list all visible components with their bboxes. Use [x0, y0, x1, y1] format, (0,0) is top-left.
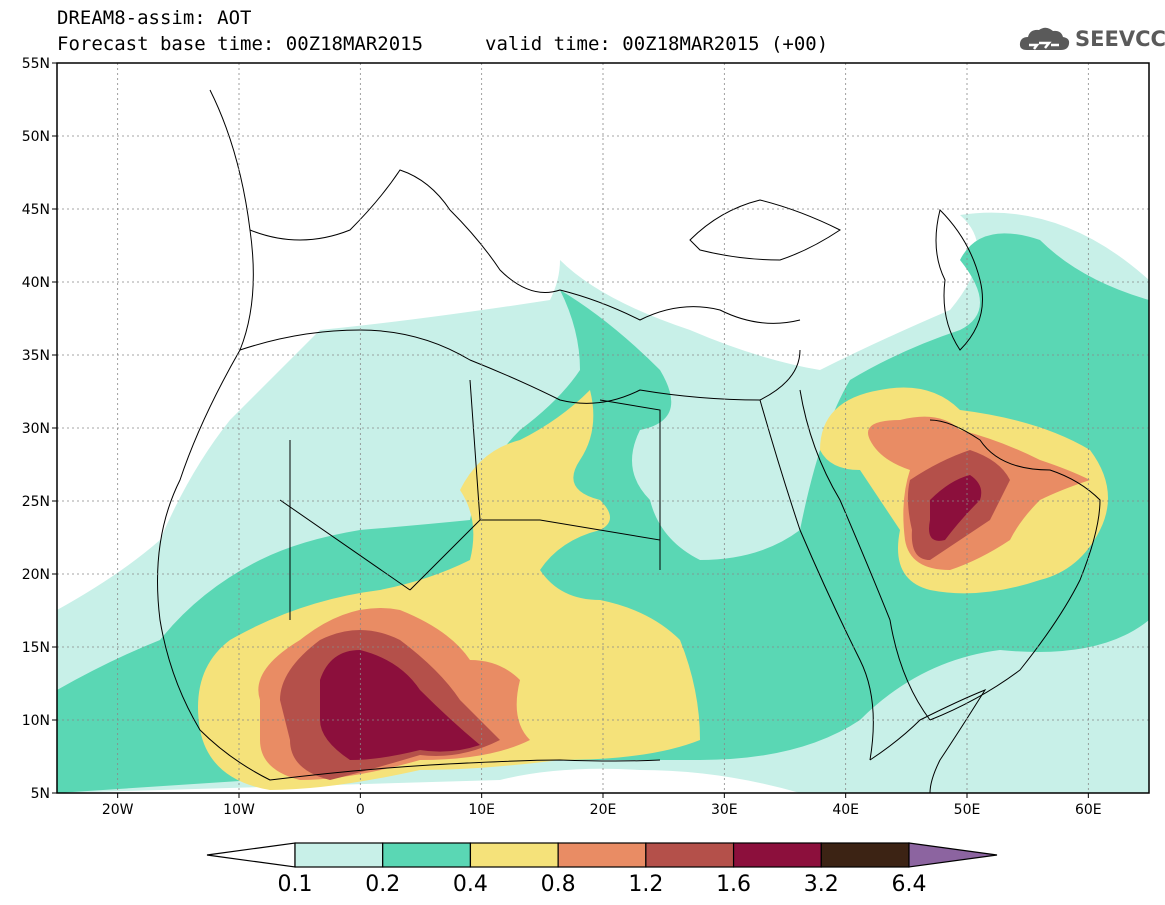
graticule: [57, 63, 1149, 793]
cloud-logo-icon: [1019, 27, 1070, 50]
longitude-labels: 20W 10W 0 10E 20E 30E 40E 50E 60E: [102, 793, 1102, 818]
lat-tick-label: 15N: [22, 640, 50, 656]
seevccc-logo: SEEVCCC: [1017, 24, 1165, 54]
coast-west-africa: [157, 89, 661, 781]
coast-arabia: [929, 419, 1101, 721]
colorbar-swatch: [557, 842, 647, 868]
colorbar-label: 1.6: [716, 872, 751, 897]
coast-med-south: [239, 329, 801, 404]
latitude-labels: 55N 50N 45N 40N 35N 30N 25N 20N 15N 10N 5N: [22, 56, 57, 802]
lat-tick-label: 35N: [22, 348, 50, 364]
colorbar-label: 3.2: [804, 872, 839, 897]
colorbar-swatch: [820, 842, 910, 868]
colorbar-label: 0.8: [541, 872, 576, 897]
coastlines: [157, 89, 1101, 793]
coast-red-sea: [759, 389, 931, 761]
aot-contour-1.6: [320, 650, 480, 760]
lat-tick-label: 45N: [22, 202, 50, 218]
colorbar: 0.1 0.2 0.4 0.8 1.2 1.6 3.2 6.4: [206, 842, 998, 897]
forecast-base-time: Forecast base time: 00Z18MAR2015: [57, 33, 424, 55]
lon-tick-label: 20W: [102, 802, 134, 818]
lon-tick-label: 60E: [1075, 802, 1102, 818]
lon-tick-label: 50E: [954, 802, 981, 818]
lon-tick-label: 10E: [468, 802, 495, 818]
colorbar-label: 0.2: [365, 872, 400, 897]
lon-tick-label: 10W: [223, 802, 255, 818]
colorbar-swatch: [382, 842, 472, 868]
coast-med-north: [249, 169, 801, 324]
lon-tick-label: 0: [356, 802, 365, 818]
colorbar-swatch: [469, 842, 559, 868]
colorbar-swatch: [294, 842, 384, 868]
lat-tick-label: 55N: [22, 56, 50, 72]
lon-tick-label: 30E: [711, 802, 738, 818]
coast-horn: [869, 688, 987, 793]
colorbar-label: 6.4: [892, 872, 927, 897]
colorbar-label: 1.2: [628, 872, 663, 897]
colorbar-min-arrow: [206, 842, 296, 868]
colorbar-label: 0.1: [278, 872, 313, 897]
chart-title: DREAM8-assim: AOT: [57, 7, 252, 29]
coast-caspian: [935, 209, 983, 351]
colorbar-label: 0.4: [453, 872, 488, 897]
lat-tick-label: 25N: [22, 494, 50, 510]
border-sahara: [279, 379, 661, 620]
aot-contour-1.6-mideast: [929, 475, 982, 541]
lat-tick-label: 10N: [22, 713, 50, 729]
coast-black-sea: [689, 199, 841, 261]
colorbar-swatch: [732, 842, 822, 868]
logo-text: SEEVCCC: [1075, 27, 1165, 51]
colorbar-swatch: [645, 842, 735, 868]
lat-tick-label: 40N: [22, 275, 50, 291]
lat-tick-label: 20N: [22, 567, 50, 583]
colorbar-max-arrow: [908, 842, 998, 868]
lat-tick-label: 50N: [22, 129, 50, 145]
valid-time: valid time: 00Z18MAR2015 (+00): [485, 33, 829, 55]
lon-tick-label: 20E: [590, 802, 617, 818]
lat-tick-label: 5N: [31, 786, 50, 802]
lat-tick-label: 30N: [22, 421, 50, 437]
lon-tick-label: 40E: [832, 802, 859, 818]
